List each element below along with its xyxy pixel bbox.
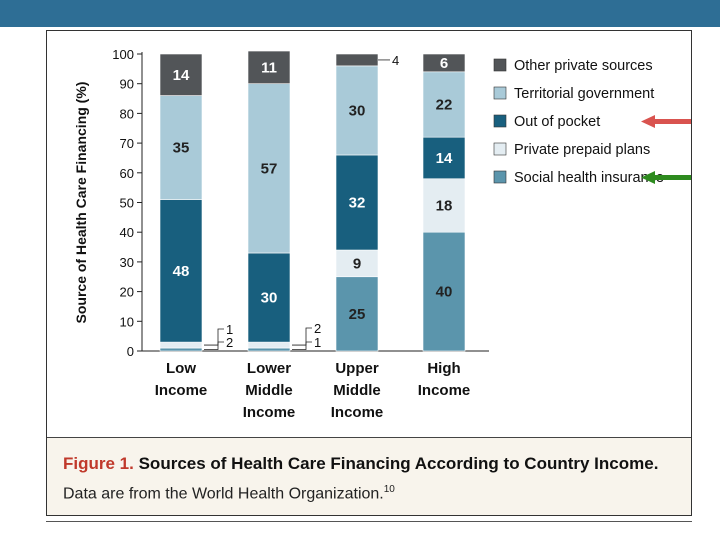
bar-segment (335, 249, 379, 278)
y-tick-label: 60 (120, 166, 134, 181)
legend-label: Out of pocket (514, 114, 600, 130)
data-label: 48 (173, 263, 190, 280)
y-tick-label: 0 (127, 344, 134, 359)
bar-segment (159, 199, 203, 343)
y-tick-label: 20 (120, 285, 134, 300)
x-category-label: Income (418, 382, 471, 399)
annotation-arrow-shaft (653, 175, 691, 180)
bar-segment (247, 347, 291, 352)
legend-label: Territorial government (514, 86, 654, 102)
y-tick-label: 40 (120, 225, 134, 240)
legend-swatch (493, 86, 507, 100)
caption: Figure 1. Sources of Health Care Financi… (47, 437, 691, 515)
data-label-leader (204, 341, 224, 346)
data-label-leader (292, 341, 312, 350)
data-label: 2 (314, 321, 321, 336)
legend-swatch (493, 170, 507, 184)
data-label: 2 (226, 335, 233, 350)
data-label-leader (204, 328, 224, 350)
bar-segment (422, 53, 466, 73)
y-tick-label: 90 (120, 77, 134, 92)
data-label-leader (292, 327, 312, 346)
figure: Source of Health Care Financing (%) 0 10 20… (46, 30, 692, 516)
bar-segment (422, 178, 466, 233)
data-label: 25 (349, 306, 366, 323)
x-category-label: Income (331, 404, 384, 421)
legend-label: Social health insurance (514, 170, 664, 186)
caption-title-text: Sources of Health Care Financing Accordi… (138, 454, 659, 473)
title-bar (0, 0, 720, 27)
data-label: 14 (436, 150, 453, 167)
x-category-label: Income (243, 404, 296, 421)
data-label: 4 (392, 53, 399, 68)
bar-segment (247, 252, 291, 343)
bar-segment (247, 341, 291, 349)
data-label: 30 (349, 102, 366, 119)
legend-swatch (493, 58, 507, 72)
annotation-arrow-head (641, 171, 655, 184)
data-label: 40 (436, 284, 453, 301)
y-tick-label: 80 (120, 106, 134, 121)
data-label: 9 (353, 255, 361, 272)
caption-title: Figure 1. Sources of Health Care Financi… (63, 454, 658, 474)
bar-segment (335, 154, 379, 251)
chart: Source of Health Care Financing (%) 0 10 20… (73, 47, 691, 421)
figure-label: Figure 1. (63, 454, 134, 473)
data-label: 57 (261, 160, 278, 177)
x-category-label: Middle (245, 382, 293, 399)
x-category-label: Upper (335, 360, 379, 377)
annotation-arrow-head (641, 115, 655, 128)
data-label: 18 (436, 197, 453, 214)
bar-segment (335, 276, 379, 352)
y-tick-label: 30 (120, 255, 134, 270)
bar-segment (159, 347, 203, 352)
bar-segment (247, 50, 291, 84)
data-label: 6 (440, 55, 448, 72)
data-label: 22 (436, 96, 453, 113)
reference-number: 10 (383, 484, 395, 495)
caption-subtitle: Data are from the World Health Organizat… (63, 484, 395, 503)
y-tick-label: 50 (120, 196, 134, 211)
bar-segment (159, 53, 203, 96)
legend-swatch (493, 114, 507, 128)
data-label: 35 (173, 140, 190, 157)
x-category-label: Middle (333, 382, 381, 399)
data-label: 1 (314, 335, 321, 350)
x-category-label: Income (155, 382, 208, 399)
x-category-label: High (427, 360, 460, 377)
data-label: 32 (349, 195, 366, 212)
data-label: 30 (261, 290, 278, 307)
bar-segment (422, 231, 466, 352)
legend-label: Private prepaid plans (514, 142, 650, 158)
bar-segment (247, 83, 291, 254)
data-label: 11 (261, 59, 277, 76)
bar-segment (159, 95, 203, 200)
bar-segment (335, 53, 379, 67)
y-tick-label: 10 (120, 314, 134, 329)
x-category-label: Low (166, 360, 196, 377)
y-axis-label: Source of Health Care Financing (%) (73, 82, 89, 324)
annotation-arrow-shaft (653, 119, 691, 124)
data-label: 1 (226, 322, 233, 337)
x-category-label: Lower (247, 360, 291, 377)
legend-label: Other private sources (514, 58, 653, 74)
bottom-rule (46, 521, 692, 522)
y-tick-label: 100 (112, 47, 134, 62)
bar-segment (159, 341, 203, 349)
legend-swatch (493, 142, 507, 156)
y-tick-label: 70 (120, 136, 134, 151)
caption-subtitle-text: Data are from the World Health Organizat… (63, 485, 384, 503)
data-label: 14 (173, 67, 190, 84)
